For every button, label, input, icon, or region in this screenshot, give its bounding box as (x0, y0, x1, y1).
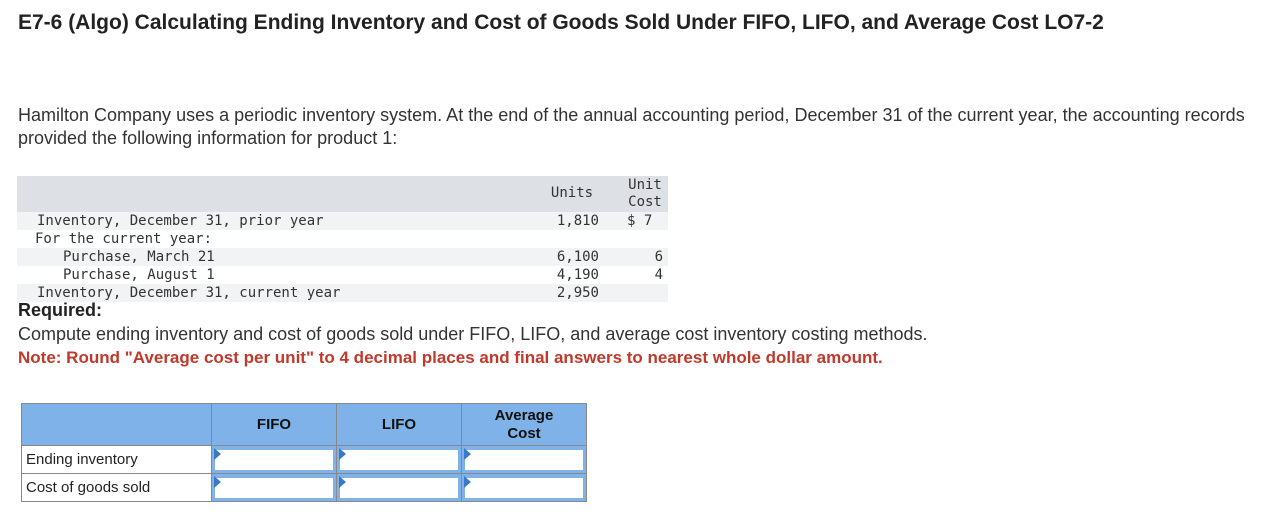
cogs-fifo-input[interactable] (214, 476, 334, 499)
ending-inventory-average-cell (461, 445, 587, 474)
table-row: Purchase, March 21 6,100 6 (17, 248, 668, 266)
input-marker-icon (214, 448, 221, 460)
cost-of-goods-sold-label: Cost of goods sold (21, 473, 212, 502)
cogs-average-input[interactable] (464, 476, 584, 499)
lifo-column-header: LIFO (336, 403, 462, 446)
answer-header-corner (21, 403, 212, 446)
input-marker-icon (339, 448, 346, 460)
ending-inventory-fifo-cell (211, 445, 337, 474)
problem-intro: Hamilton Company uses a periodic invento… (18, 105, 1245, 148)
ending-inventory-lifo-cell (336, 445, 462, 474)
table-row: For the current year: (17, 230, 668, 248)
row-units: 2,950 (556, 285, 599, 301)
problem-title: E7-6 (Algo) Calculating Ending Inventory… (18, 11, 1104, 34)
data-table-header: Units Unit Cost (17, 176, 668, 212)
required-instructions: Compute ending inventory and cost of goo… (18, 324, 928, 344)
cogs-lifo-input[interactable] (339, 476, 459, 499)
answer-table: FIFO LIFO Average Cost Ending inventory … (21, 403, 587, 502)
cogs-fifo-cell (211, 473, 337, 502)
cogs-average-cell (461, 473, 587, 502)
table-row: Inventory, December 31, prior year 1,810… (17, 212, 668, 230)
fifo-column-header: FIFO (211, 403, 337, 446)
ending-inventory-label: Ending inventory (21, 445, 212, 474)
input-marker-icon (214, 476, 221, 488)
unit-cost-header: Unit Cost (621, 177, 669, 211)
row-label: Purchase, August 1 (63, 267, 215, 283)
ending-inventory-fifo-input[interactable] (214, 448, 334, 471)
table-row: Inventory, December 31, current year 2,9… (17, 284, 668, 302)
ending-inventory-lifo-input[interactable] (339, 448, 459, 471)
row-units: 4,190 (556, 267, 599, 283)
answer-header-row: FIFO LIFO Average Cost (21, 403, 587, 446)
input-marker-icon (339, 476, 346, 488)
input-marker-icon (464, 448, 471, 460)
cost-of-goods-sold-row: Cost of goods sold (21, 473, 587, 502)
row-units: 6,100 (556, 249, 599, 265)
unit-cost-header-line1: Unit (628, 177, 662, 193)
average-cost-header-line2: Cost (507, 424, 541, 442)
row-label: For the current year: (35, 231, 213, 247)
table-row: Purchase, August 1 4,190 4 (17, 266, 668, 284)
rounding-note: Note: Round "Average cost per unit" to 4… (18, 348, 883, 367)
units-header: Units (550, 185, 594, 201)
cogs-lifo-cell (336, 473, 462, 502)
inventory-data-table: Units Unit Cost Inventory, December 31, … (17, 176, 668, 302)
row-units: 1,810 (556, 213, 599, 229)
row-cost: $ 7 (627, 213, 653, 229)
average-cost-column-header: Average Cost (461, 403, 587, 446)
average-cost-header-line1: Average (494, 406, 554, 424)
unit-cost-header-line2: Cost (628, 194, 662, 210)
row-label: Purchase, March 21 (63, 249, 215, 265)
row-cost: 4 (654, 267, 663, 283)
row-label: Inventory, December 31, prior year (37, 213, 324, 229)
ending-inventory-average-input[interactable] (464, 448, 584, 471)
required-heading: Required: (18, 300, 103, 320)
ending-inventory-row: Ending inventory (21, 445, 587, 474)
row-cost: 6 (654, 249, 663, 265)
input-marker-icon (464, 476, 471, 488)
row-label: Inventory, December 31, current year (37, 285, 341, 301)
